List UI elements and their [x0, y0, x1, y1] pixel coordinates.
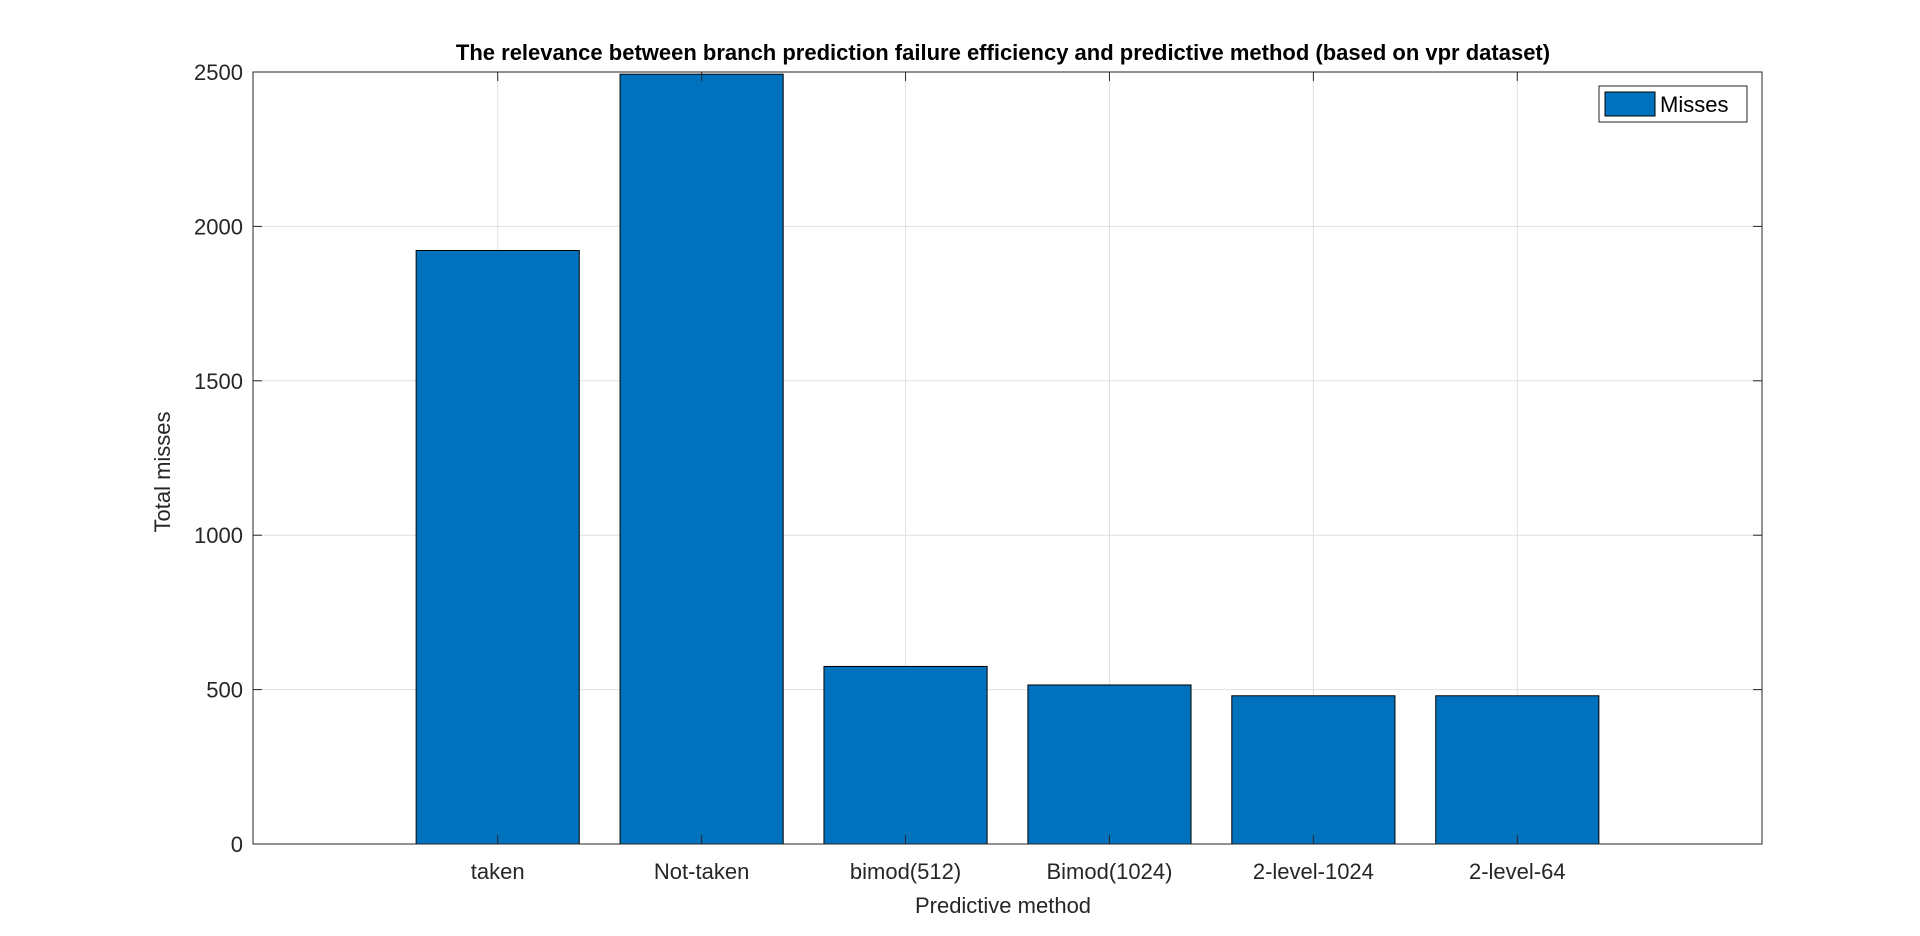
y-tick-label: 1000	[194, 523, 243, 548]
y-tick-label: 2000	[194, 214, 243, 239]
axes	[252, 71, 1763, 845]
tick-labels: 0 500 1000 1500 2000 2500 taken Not-taken bimod(…	[194, 60, 1566, 884]
y-tick-label: 0	[231, 832, 243, 857]
bar-not-taken	[619, 73, 784, 845]
axes-box	[252, 71, 1763, 845]
legend-label-misses: Misses	[1660, 92, 1728, 117]
bar-2-level-64	[1435, 695, 1600, 845]
bar-bimod-1024	[1027, 684, 1192, 845]
bar-2-level-1024	[1231, 695, 1396, 845]
x-tick-label: taken	[471, 859, 525, 884]
x-tick-label: 2-level-64	[1469, 859, 1566, 884]
y-tick-label: 2500	[194, 60, 243, 85]
legend: Misses	[1598, 85, 1748, 123]
x-axis-label: Predictive method	[915, 893, 1091, 918]
x-tick-label: Bimod(1024)	[1046, 859, 1172, 884]
y-tick-label: 1500	[194, 369, 243, 394]
legend-swatch-misses	[1604, 91, 1656, 117]
x-tick-label: Not-taken	[654, 859, 749, 884]
chart-title: The relevance between branch prediction …	[456, 40, 1550, 65]
y-tick-label: 500	[206, 678, 243, 703]
x-tick-label: bimod(512)	[850, 859, 961, 884]
bar-taken	[415, 249, 580, 845]
x-tick-label: 2-level-1024	[1253, 859, 1374, 884]
y-axis-label: Total misses	[150, 411, 175, 532]
bars	[415, 73, 1600, 845]
bar-bimod-512	[823, 665, 988, 845]
